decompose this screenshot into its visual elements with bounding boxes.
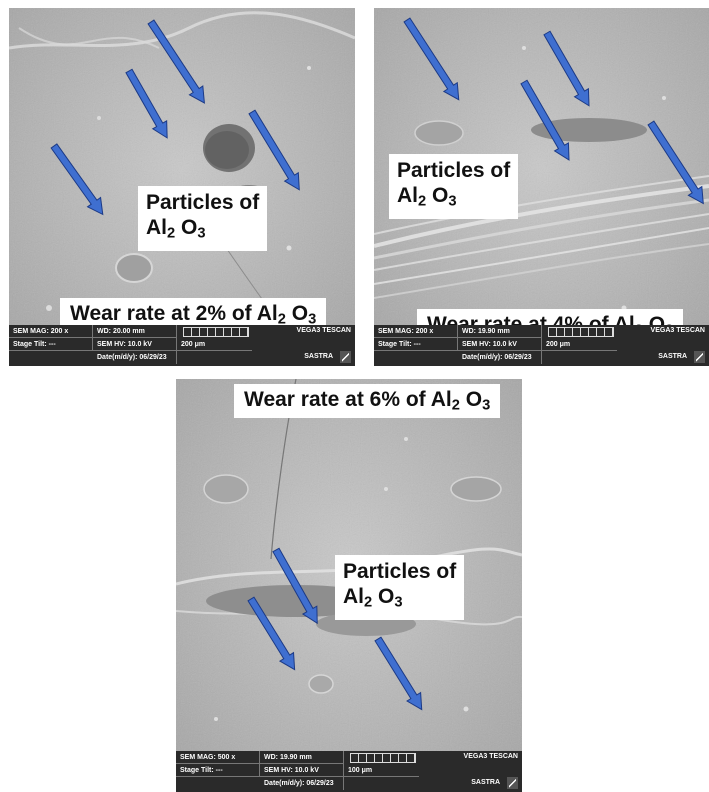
stage-tilt: Stage Tilt: ---	[9, 338, 93, 351]
sem-data-bar: SEM MAG: 200 x WD: 19.90 mm Stage Tilt: …	[374, 325, 709, 366]
formula-o: O	[378, 585, 395, 608]
pointer-arrow	[520, 79, 570, 161]
formula-sub: 3	[197, 225, 206, 242]
date: Date(m/d/y): 06/29/23	[93, 351, 177, 364]
sem-hv: SEM HV: 10.0 kV	[93, 338, 177, 351]
brand-label: VEGA3 TESCAN	[463, 753, 518, 760]
formula-o: O	[291, 302, 309, 325]
wear-pit	[531, 118, 647, 142]
sem-mag: SEM MAG: 200 x	[374, 325, 458, 338]
particles-label: Particles of Al2 O3	[389, 154, 519, 219]
formula-o: O	[181, 216, 198, 239]
sem-hv: SEM HV: 10.0 kV	[260, 764, 344, 777]
formula: Al2 O3	[397, 183, 510, 215]
sem-panel-6-percent: Wear rate at 6% of Al2 O3 Particles of A…	[176, 379, 522, 792]
formula-al: Al	[256, 302, 278, 325]
formula-al: Al	[397, 184, 418, 207]
sem-panel-4-percent: Particles of Al2 O3 Wear rate at 4% of A…	[374, 8, 709, 366]
pointer-arrow	[247, 596, 296, 671]
scale-bar	[183, 327, 249, 337]
pointer-arrow	[50, 143, 104, 216]
formula-o: O	[465, 388, 483, 411]
sem-hv: SEM HV: 10.0 kV	[458, 338, 542, 351]
formula-sub: 2	[451, 397, 460, 414]
arrow-markers	[403, 17, 704, 205]
particles-label-text: Particles of	[146, 191, 260, 214]
formula-al: Al	[430, 388, 452, 411]
brand-label: VEGA3 TESCAN	[650, 327, 705, 334]
lab-label: SASTRA	[658, 353, 687, 360]
pointer-arrow	[248, 109, 300, 191]
formula-al: Al	[343, 585, 364, 608]
sem-mag: SEM MAG: 200 x	[9, 325, 93, 338]
stage-tilt: Stage Tilt: ---	[374, 338, 458, 351]
formula: Al2 O3	[146, 215, 259, 247]
particles-label-text: Particles of	[343, 560, 457, 583]
formula-sub: 2	[167, 225, 176, 242]
formula-o: O	[432, 184, 449, 207]
formula-sub: 3	[448, 193, 457, 210]
wear-rate-label: Wear rate at 6% of Al2 O3	[234, 384, 501, 418]
wear-rate-text: Wear rate at 6% of	[244, 388, 426, 411]
particles-label: Particles of Al2 O3	[335, 555, 465, 620]
stage-tilt: Stage Tilt: ---	[176, 764, 260, 777]
sem-data-bar: SEM MAG: 500 x WD: 19.90 mm Stage Tilt: …	[176, 751, 522, 792]
formula-al: Al	[146, 216, 167, 239]
pointer-arrow	[147, 19, 205, 104]
sem-mag: SEM MAG: 500 x	[176, 751, 260, 764]
scale-bar	[350, 753, 416, 763]
pointer-arrow	[272, 547, 318, 625]
sem-data-bar: SEM MAG: 200 x WD: 20.00 mm Stage Tilt: …	[9, 325, 355, 366]
sem-panel-2-percent: Particles of Al2 O3 Wear rate at 2% of A…	[9, 8, 355, 366]
formula-sub: 3	[394, 594, 403, 611]
formula-sub: 3	[482, 397, 491, 414]
scale-label: 200 μm	[542, 338, 617, 351]
lab-label: SASTRA	[471, 779, 500, 786]
tescan-logo	[694, 351, 705, 363]
scale-bar	[548, 327, 614, 337]
particles-label-text: Particles of	[397, 159, 511, 182]
pointer-arrow	[125, 68, 168, 139]
date: Date(m/d/y): 06/29/23	[458, 351, 542, 364]
formula-sub: 2	[364, 594, 373, 611]
tescan-logo	[340, 351, 351, 363]
scale-label: 200 μm	[177, 338, 252, 351]
date: Date(m/d/y): 06/29/23	[260, 777, 344, 790]
formula-sub: 2	[277, 311, 286, 328]
pointer-arrow	[403, 17, 460, 101]
brand-label: VEGA3 TESCAN	[296, 327, 351, 334]
wear-rate-text: Wear rate at 2% of	[70, 302, 252, 325]
formula: Al2 O3	[343, 584, 456, 616]
scale-label: 100 μm	[344, 764, 419, 777]
arrow-markers	[50, 19, 300, 216]
arrow-markers	[247, 547, 423, 711]
working-distance: WD: 19.90 mm	[458, 325, 542, 338]
formula-sub: 2	[418, 193, 427, 210]
formula-sub: 3	[308, 311, 317, 328]
lab-label: SASTRA	[304, 353, 333, 360]
pointer-arrow	[647, 120, 704, 205]
working-distance: WD: 20.00 mm	[93, 325, 177, 338]
pointer-arrow	[374, 636, 423, 711]
working-distance: WD: 19.90 mm	[260, 751, 344, 764]
tescan-logo	[507, 777, 518, 789]
particles-label: Particles of Al2 O3	[138, 186, 268, 251]
pointer-arrow	[543, 30, 590, 107]
